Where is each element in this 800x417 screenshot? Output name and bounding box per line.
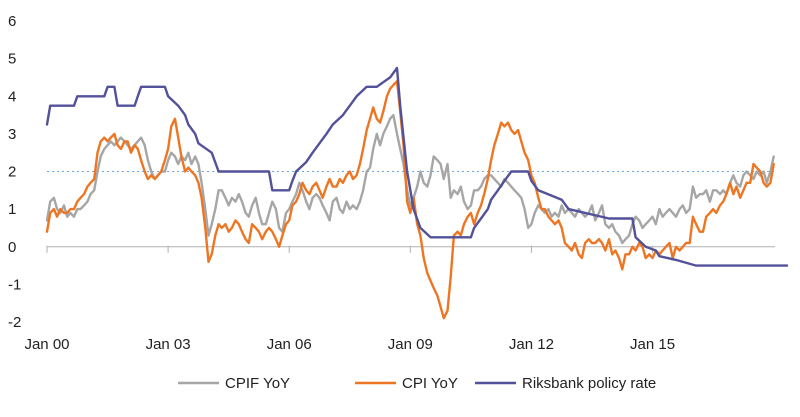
y-tick-label: -1 <box>8 276 21 293</box>
series-line-cpif-yoy <box>45 113 775 245</box>
series-layer <box>45 66 789 320</box>
x-axis-ticks: Jan 00 Jan 03 Jan 06 Jan 09 Jan 12 Jan 15 <box>24 245 675 353</box>
x-tick-label: Jan 09 <box>388 336 433 353</box>
y-tick-label: 0 <box>8 239 16 256</box>
x-tick-label: Jan 15 <box>630 336 675 353</box>
series-line-riksbank-policy-rate <box>45 66 789 267</box>
y-tick-label: 5 <box>8 51 16 68</box>
legend-label-riksbank-policy-rate: Riksbank policy rate <box>522 375 656 392</box>
y-tick-label: -2 <box>8 314 21 331</box>
y-tick-label: 4 <box>8 88 16 105</box>
y-tick-label: 6 <box>8 13 16 30</box>
x-tick-label: Jan 03 <box>146 336 191 353</box>
x-tick-label: Jan 00 <box>24 336 69 353</box>
x-tick-label: Jan 06 <box>267 336 312 353</box>
series-line-cpi-yoy <box>45 80 775 320</box>
x-tick-label: Jan 12 <box>509 336 554 353</box>
legend-label-cpif-yoy: CPIF YoY <box>225 375 290 392</box>
y-tick-label: 1 <box>8 201 16 218</box>
y-tick-label: 2 <box>8 164 16 181</box>
legend: CPIF YoY CPI YoY Riksbank policy rate <box>178 375 656 392</box>
legend-label-cpi-yoy: CPI YoY <box>402 375 458 392</box>
y-tick-label: 3 <box>8 126 16 143</box>
y-axis-ticks: 6 5 4 3 2 1 0 -1 -2 <box>8 13 21 331</box>
